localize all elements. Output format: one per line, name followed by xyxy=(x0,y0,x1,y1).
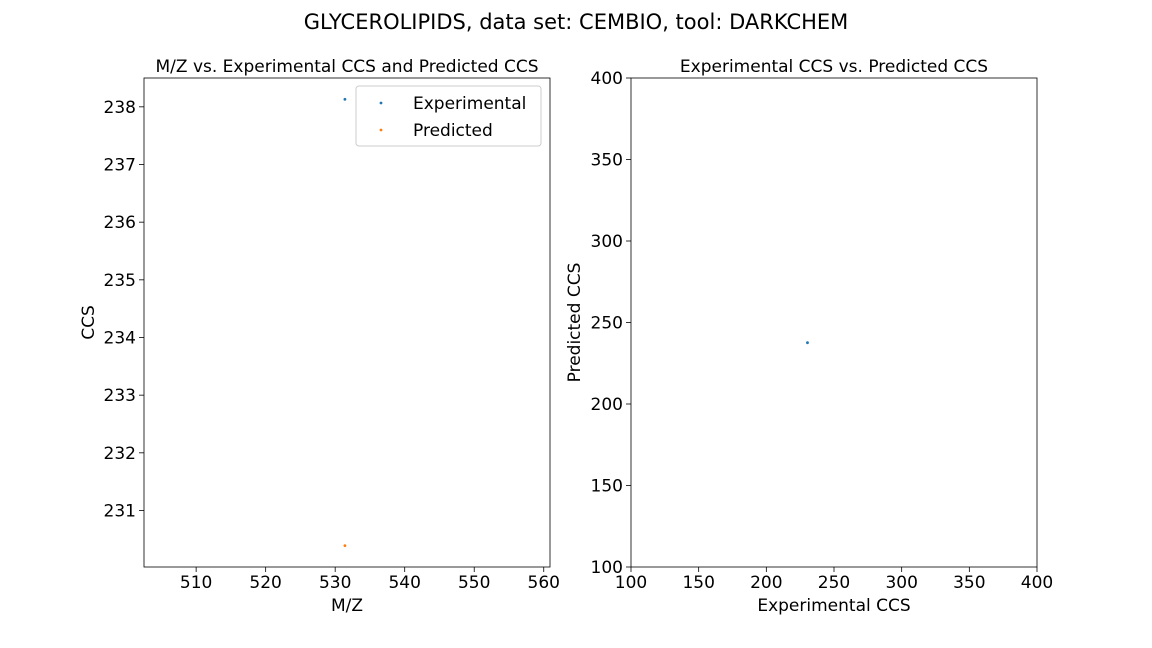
legend-label: Predicted xyxy=(413,121,493,141)
x-axis-label: Experimental CCS xyxy=(757,596,910,616)
y-tick-label: 150 xyxy=(591,477,623,497)
x-tick-label: 350 xyxy=(953,573,985,593)
y-tick-label: 238 xyxy=(104,98,136,118)
y-tick-label: 100 xyxy=(591,558,623,578)
x-tick-label: 520 xyxy=(249,573,281,593)
chart-1: M/Z vs. Experimental CCS and Predicted C… xyxy=(79,57,560,616)
legend-box xyxy=(355,85,542,147)
x-tick-label: 150 xyxy=(682,573,714,593)
x-tick-label: 550 xyxy=(458,573,490,593)
x-tick-label: 510 xyxy=(180,573,212,593)
y-tick-label: 235 xyxy=(104,271,136,291)
x-tick-label: 530 xyxy=(319,573,351,593)
y-tick-label: 234 xyxy=(104,328,136,348)
x-tick-label: 540 xyxy=(388,573,420,593)
chart-title: M/Z vs. Experimental CCS and Predicted C… xyxy=(156,57,539,77)
y-tick-label: 200 xyxy=(591,395,623,415)
axes-frame xyxy=(143,77,551,568)
y-tick-label: 300 xyxy=(591,232,623,252)
figure-title: GLYCEROLIPIDS, data set: CEMBIO, tool: D… xyxy=(304,10,849,34)
x-tick-label: 300 xyxy=(885,573,917,593)
y-tick-label: 400 xyxy=(591,69,623,89)
x-tick-label: 560 xyxy=(528,573,560,593)
chart-2: Experimental CCS vs. Predicted CCS 100 150… xyxy=(565,57,1053,616)
x-axis-label: M/Z xyxy=(331,596,363,616)
y-tick-label: 236 xyxy=(104,213,136,233)
legend-marker xyxy=(379,128,383,132)
y-axis-label: CCS xyxy=(79,305,99,340)
data-point xyxy=(806,341,809,345)
x-tick-label: 200 xyxy=(750,573,782,593)
data-point xyxy=(343,544,347,548)
x-tick-label: 100 xyxy=(615,573,647,593)
y-axis-label: Predicted CCS xyxy=(565,263,585,383)
y-tick-label: 237 xyxy=(104,155,136,175)
y-tick-label: 231 xyxy=(104,501,136,521)
legend-marker xyxy=(379,101,383,105)
x-tick-label: 400 xyxy=(1021,573,1053,593)
y-tick-label: 250 xyxy=(591,314,623,334)
chart-title: Experimental CCS vs. Predicted CCS xyxy=(680,57,988,77)
y-tick-label: 350 xyxy=(591,151,623,171)
x-tick-label: 250 xyxy=(818,573,850,593)
y-tick-label: 233 xyxy=(104,386,136,406)
legend-label: Experimental xyxy=(413,94,526,114)
y-tick-label: 232 xyxy=(104,444,136,464)
axes-frame xyxy=(630,77,1038,568)
data-point xyxy=(343,97,347,101)
